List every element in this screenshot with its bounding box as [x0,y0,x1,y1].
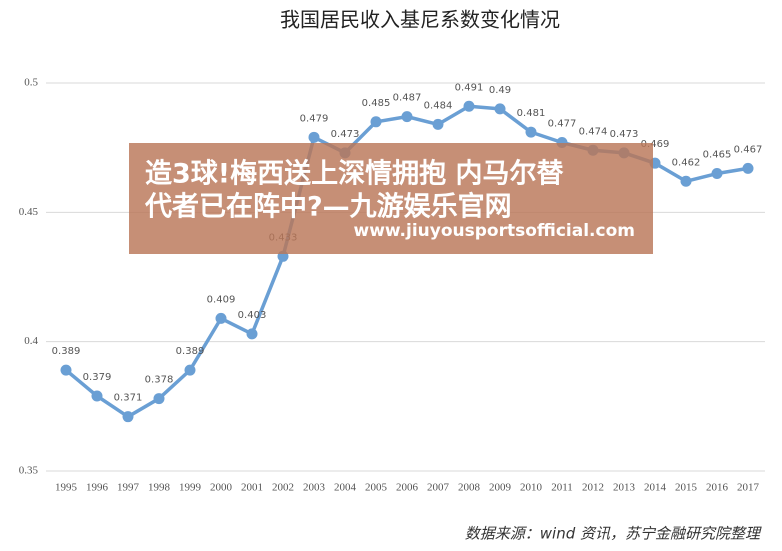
data-point [401,111,413,123]
overlay-banner [129,143,653,254]
x-tick-label: 2003 [303,482,326,494]
y-tick-label: 0.35 [19,465,39,477]
data-label: 0.378 [145,375,174,386]
x-tick-label: 2017 [737,482,760,494]
y-tick-label: 0.5 [24,77,38,89]
data-label: 0.389 [52,346,81,357]
data-point [711,168,723,180]
overlay-text: 代者已在阵中?—九游娱乐官网 [144,191,512,223]
x-tick-label: 2001 [241,482,263,494]
x-tick-label: 1998 [148,482,171,494]
data-label: 0.469 [641,139,670,150]
data-label: 0.479 [300,113,329,124]
overlay-url: www.jiuyousportsofficial.com [354,221,635,241]
data-point [215,312,227,324]
data-point [246,328,258,340]
y-tick-label: 0.45 [19,206,39,218]
x-tick-label: 2002 [272,482,294,494]
x-tick-label: 1999 [179,482,202,494]
data-point [153,393,165,405]
data-point [308,131,320,143]
y-tick-label: 0.4 [24,335,38,347]
chart-title: 我国居民收入基尼系数变化情况 [280,8,560,32]
data-label: 0.409 [207,294,236,305]
x-tick-label: 2008 [458,482,481,494]
x-tick-label: 2000 [210,482,233,494]
x-tick-label: 2011 [551,482,573,494]
data-label: 0.484 [424,100,453,111]
data-point [184,364,196,376]
data-label: 0.473 [610,129,639,140]
data-label: 0.491 [455,82,484,93]
x-tick-label: 2007 [427,482,450,494]
data-label: 0.481 [517,108,546,119]
data-label: 0.371 [114,393,143,404]
x-tick-label: 1995 [55,482,78,494]
x-tick-label: 2009 [489,482,512,494]
data-label: 0.473 [331,129,360,140]
source-note: 数据来源：wind 资讯，苏宁金融研究院整理 [465,525,762,543]
data-label: 0.389 [176,346,205,357]
data-label: 0.474 [579,126,608,137]
data-point [742,162,754,174]
data-point [91,390,103,402]
x-tick-label: 1997 [117,482,140,494]
data-point [680,175,692,187]
x-tick-label: 2004 [334,482,357,494]
x-tick-label: 2012 [582,482,604,494]
data-label: 0.477 [548,118,577,129]
x-tick-label: 2010 [520,482,543,494]
x-tick-label: 1996 [86,482,109,494]
data-label: 0.403 [238,310,267,321]
data-point [122,411,134,423]
data-point [370,116,382,128]
data-point [60,364,72,376]
data-label: 0.49 [489,85,511,96]
data-label: 0.462 [672,157,701,168]
data-label: 0.465 [703,150,732,161]
x-tick-label: 2006 [396,482,419,494]
data-label: 0.379 [83,372,112,383]
x-tick-label: 2005 [365,482,388,494]
data-point [463,100,475,112]
data-label: 0.485 [362,98,391,109]
data-point [494,103,506,115]
data-point [432,118,444,130]
x-tick-label: 2016 [706,482,729,494]
overlay-text: 造3球!梅西送上深情拥抱 内马尔替 [145,158,564,190]
data-point [525,126,537,138]
x-tick-label: 2013 [613,482,636,494]
data-label: 0.467 [734,144,763,155]
x-tick-label: 2015 [675,482,698,494]
data-label: 0.487 [393,93,422,104]
x-tick-label: 2014 [644,482,667,494]
